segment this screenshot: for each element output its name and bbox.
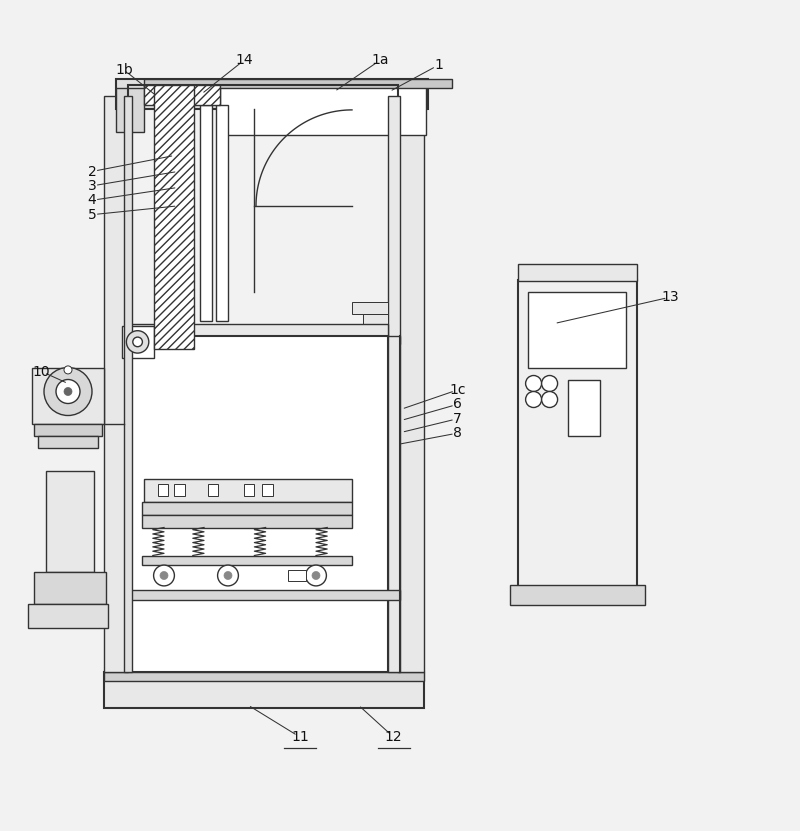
Bar (388, 96, 400, 343)
Bar (104, 671, 424, 681)
Circle shape (542, 391, 558, 407)
Text: 5: 5 (88, 208, 96, 222)
Bar (220, 85, 426, 135)
Bar (104, 671, 424, 707)
Circle shape (218, 565, 238, 586)
Bar (352, 302, 388, 314)
Text: 12: 12 (385, 730, 402, 744)
Circle shape (312, 572, 320, 579)
Bar (34, 424, 102, 436)
Bar (144, 85, 220, 105)
Bar (128, 85, 398, 333)
Circle shape (56, 380, 80, 404)
Bar (142, 502, 352, 514)
Circle shape (542, 376, 558, 391)
Bar (116, 79, 428, 109)
Text: 11: 11 (291, 730, 309, 744)
Bar (104, 96, 128, 671)
Bar (208, 484, 218, 496)
Bar (510, 585, 645, 605)
Bar (124, 96, 132, 671)
Text: 1b: 1b (115, 63, 133, 77)
Text: 10: 10 (33, 365, 50, 378)
Circle shape (64, 366, 72, 374)
Text: 2: 2 (88, 165, 96, 179)
Bar (142, 555, 352, 565)
Bar (128, 336, 388, 671)
Circle shape (160, 572, 168, 579)
Text: 3: 3 (88, 179, 96, 193)
Bar (262, 484, 273, 496)
Text: 8: 8 (453, 426, 462, 440)
Bar (144, 79, 452, 88)
Circle shape (526, 376, 542, 391)
Bar (144, 479, 352, 502)
Bar (158, 484, 168, 496)
Text: 1a: 1a (371, 53, 389, 67)
Circle shape (154, 565, 174, 586)
Bar (38, 436, 98, 448)
Bar (288, 570, 306, 581)
Circle shape (224, 572, 232, 579)
Circle shape (126, 331, 149, 353)
Text: 14: 14 (235, 53, 253, 67)
Bar (528, 292, 626, 367)
Bar (518, 263, 637, 281)
Text: 4: 4 (88, 194, 96, 207)
Bar (128, 323, 388, 337)
Bar (568, 380, 600, 435)
Bar (32, 367, 104, 424)
Text: 1: 1 (434, 58, 443, 72)
Bar (398, 96, 424, 671)
Circle shape (64, 387, 72, 396)
Bar (34, 572, 106, 603)
Bar (200, 105, 212, 321)
Text: 7: 7 (454, 411, 462, 425)
Bar (116, 87, 144, 131)
Bar (128, 590, 400, 599)
Bar (46, 471, 94, 572)
Bar (122, 326, 154, 358)
Bar (388, 336, 400, 671)
Bar (174, 484, 185, 496)
Bar (216, 105, 228, 321)
Text: 13: 13 (662, 290, 679, 304)
Text: 1c: 1c (450, 383, 466, 397)
Bar (244, 484, 254, 496)
Bar (142, 514, 352, 528)
Bar (28, 603, 108, 627)
Circle shape (306, 565, 326, 586)
Circle shape (44, 367, 92, 416)
Circle shape (133, 337, 142, 347)
Text: 6: 6 (453, 397, 462, 411)
Bar (363, 314, 388, 330)
Circle shape (526, 391, 542, 407)
Bar (518, 279, 637, 588)
Bar (154, 85, 194, 349)
